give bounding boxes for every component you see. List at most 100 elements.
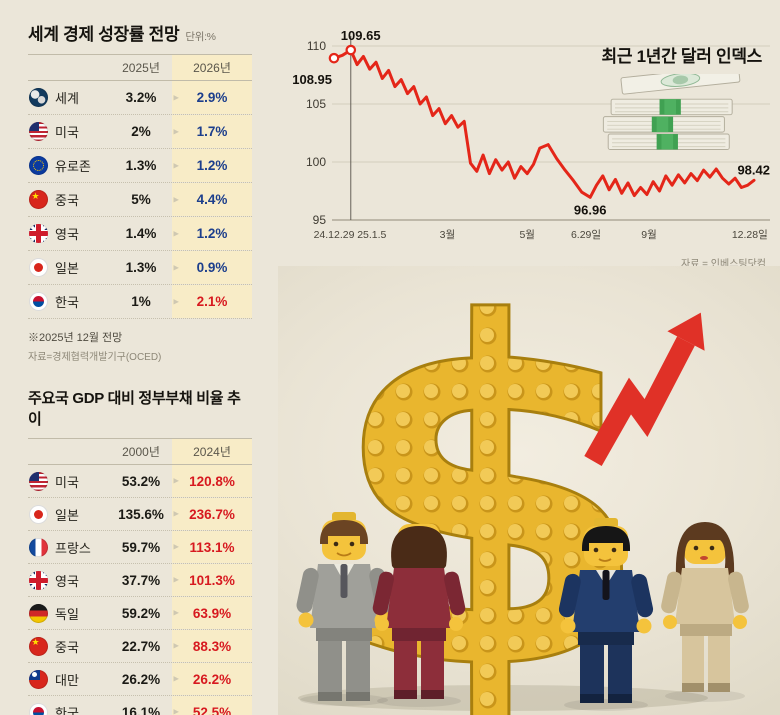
lego-figure-maroon-woman	[372, 524, 466, 707]
country-name: 영국	[55, 573, 79, 589]
svg-text:110: 110	[307, 39, 326, 53]
country-cell: 중국	[28, 630, 110, 662]
value-2024-cell: ▶ 236.7%	[172, 498, 252, 530]
flag-france-icon	[29, 537, 48, 557]
value-2026: 2.9%	[196, 90, 228, 105]
debt-table-title: 주요국 GDP 대비 정부부채 비율 추이	[28, 390, 241, 428]
country-cell: 독일	[28, 597, 110, 629]
unit-label: 단위:%	[185, 31, 216, 43]
value-2000: 22.7%	[121, 638, 161, 654]
value-2026-cell: ▶ 1.2%	[172, 149, 252, 182]
value-2025: 5%	[131, 192, 151, 207]
table-row: 영국 37.7% ▶ 101.3%	[28, 564, 252, 597]
lego-figure-beige-woman	[661, 522, 749, 702]
arrow-right-icon: ▶	[173, 609, 179, 617]
svg-text:24.12.29: 24.12.29	[314, 229, 355, 241]
country-cell: 일본	[28, 498, 110, 530]
value-2024-cell: ▶ 88.3%	[172, 630, 252, 662]
arrow-right-icon: ▶	[173, 708, 179, 715]
country-cell: 대만	[28, 663, 110, 695]
value-2024: 236.7%	[189, 506, 235, 522]
col-2024-header: 2024년	[172, 439, 252, 464]
value-2025: 3.2%	[125, 90, 157, 105]
flag-eu-icon	[29, 156, 48, 175]
value-2024-cell: ▶ 63.9%	[172, 597, 252, 629]
svg-text:108.95: 108.95	[292, 72, 332, 87]
gold-dollar-sign: $	[326, 266, 653, 715]
flag-germany-icon	[29, 603, 48, 623]
svg-text:96.96: 96.96	[574, 202, 607, 217]
growth-note: ※2025년 12월 전망	[28, 332, 123, 344]
col-2025-header: 2025년	[122, 61, 160, 75]
country-cell: 한국	[28, 696, 110, 715]
arrow-right-icon: ▶	[173, 477, 179, 485]
value-2000: 26.2%	[121, 671, 161, 687]
flag-uk-icon	[29, 224, 48, 243]
svg-text:9월: 9월	[641, 229, 657, 241]
value-2024: 26.2%	[192, 671, 232, 687]
value-2026: 2.1%	[196, 294, 228, 309]
country-name: 한국	[55, 295, 79, 310]
value-2026: 1.2%	[196, 226, 228, 241]
value-2024-cell: ▶ 113.1%	[172, 531, 252, 563]
country-cell: 한국	[28, 285, 110, 318]
growth-source: 자료=경제협력개발기구(OCED)	[28, 352, 162, 363]
country-name: 중국	[55, 193, 79, 208]
empty-header-cell	[28, 439, 110, 464]
arrow-right-icon: ▶	[173, 93, 179, 101]
flag-japan-icon	[29, 504, 48, 524]
arrow-right-icon: ▶	[173, 195, 179, 203]
value-2025: 2%	[131, 124, 151, 139]
country-cell: 세계	[28, 81, 110, 114]
value-2025: 1.3%	[125, 260, 157, 275]
arrow-right-icon: ▶	[173, 576, 179, 584]
dollar-index-line	[332, 48, 756, 199]
value-2000: 53.2%	[121, 473, 161, 489]
flag-world-icon	[29, 88, 48, 107]
country-cell: 영국	[28, 564, 110, 596]
flag-usa-icon	[29, 471, 48, 491]
debt-section: 주요국 GDP 대비 정부부채 비율 추이 2000년 2024년 미국 53.…	[28, 387, 252, 715]
svg-text:95: 95	[313, 213, 327, 227]
table-row: 한국 16.1% ▶ 52.5%	[28, 696, 252, 715]
arrow-right-icon: ▶	[173, 229, 179, 237]
table-row: 중국 22.7% ▶ 88.3%	[28, 630, 252, 663]
value-2026-cell: ▶ 2.1%	[172, 285, 252, 318]
country-name: 프랑스	[55, 540, 91, 556]
flag-taiwan-icon	[29, 669, 48, 689]
value-2025: 1.4%	[125, 226, 157, 241]
value-2000: 37.7%	[121, 572, 161, 588]
country-cell: 프랑스	[28, 531, 110, 563]
value-2000: 16.1%	[121, 704, 161, 715]
value-2026: 0.9%	[196, 260, 228, 275]
country-name: 미국	[55, 474, 79, 490]
value-2026: 4.4%	[196, 192, 228, 207]
arrow-right-icon: ▶	[173, 543, 179, 551]
left-panel: 세계 경제 성장률 전망 단위:% 2025년 2026년 세계 3.2% ▶ …	[28, 20, 252, 715]
flag-korea-icon	[29, 292, 48, 311]
arrow-right-icon: ▶	[173, 675, 179, 683]
svg-text:100: 100	[306, 155, 326, 169]
table-row: 미국 2% ▶ 1.7%	[28, 115, 252, 149]
value-2024: 113.1%	[189, 539, 235, 555]
country-cell: 영국	[28, 217, 110, 250]
arrow-right-icon: ▶	[173, 297, 179, 305]
table-row: 한국 1% ▶ 2.1%	[28, 285, 252, 319]
table-row: 미국 53.2% ▶ 120.8%	[28, 465, 252, 498]
debt-table: 2000년 2024년 미국 53.2% ▶ 120.8%	[28, 438, 252, 715]
country-name: 독일	[55, 606, 79, 622]
debt-table-header: 2000년 2024년	[28, 438, 252, 465]
table-row: 세계 3.2% ▶ 2.9%	[28, 81, 252, 115]
table-row: 프랑스 59.7% ▶ 113.1%	[28, 531, 252, 564]
svg-text:12.28일: 12.28일	[732, 228, 768, 241]
value-2025: 1%	[131, 294, 151, 309]
flag-uk-icon	[29, 570, 48, 590]
arrow-right-icon: ▶	[173, 642, 179, 650]
country-name: 한국	[55, 705, 79, 715]
growth-table: 2025년 2026년 세계 3.2% ▶ 2.9% 미국	[28, 54, 252, 319]
table-row: 독일 59.2% ▶ 63.9%	[28, 597, 252, 630]
dollar-index-chart-panel: 최근 1년간 달러 인덱스 110 105 100 95 24.12.29 25.1.5 3…	[286, 8, 772, 270]
growth-table-title: 세계 경제 성장률 전망 단위:%	[28, 20, 252, 45]
value-2024: 120.8%	[189, 473, 235, 489]
value-2024: 88.3%	[192, 638, 232, 654]
